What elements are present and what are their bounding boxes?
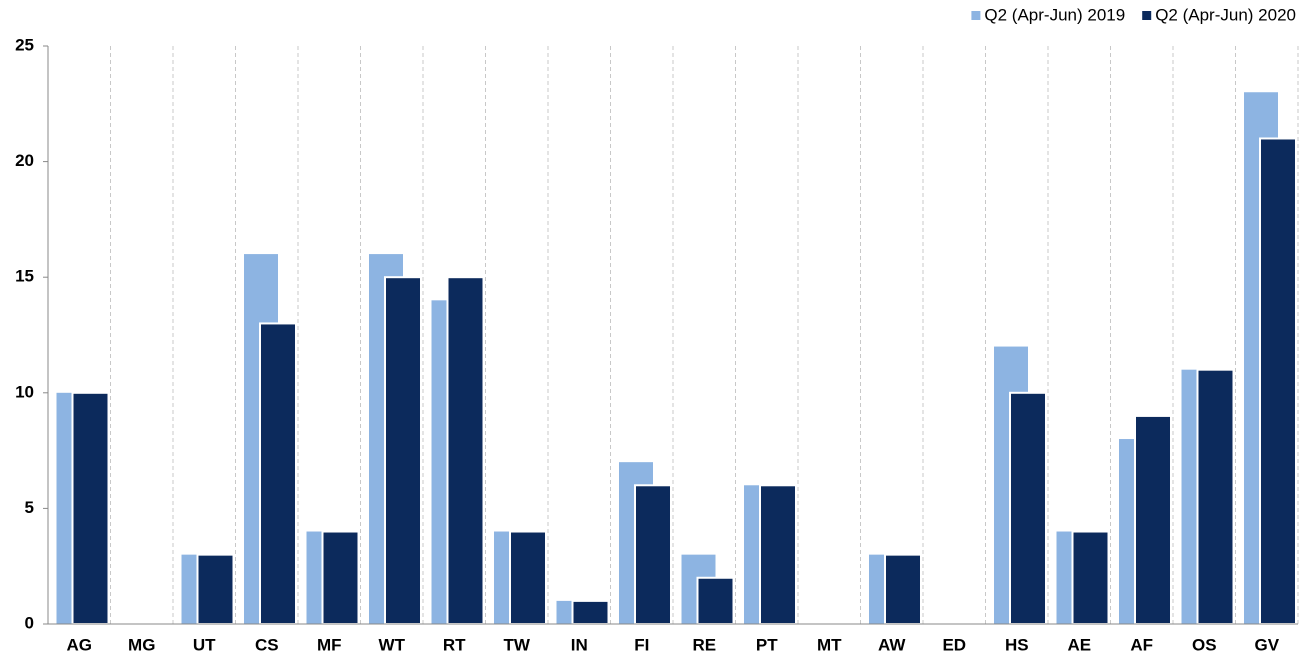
x-tick-label: CS: [255, 635, 279, 654]
y-tick-label: 0: [25, 613, 34, 632]
x-tick-label: PT: [756, 635, 778, 654]
x-tick-label: FI: [634, 635, 649, 654]
y-tick-label: 5: [25, 498, 34, 517]
x-tick-label: AE: [1067, 635, 1091, 654]
x-tick-label: WT: [379, 635, 406, 654]
bar: [1071, 530, 1110, 626]
x-tick-label: MT: [817, 635, 842, 654]
bar: [696, 576, 735, 626]
x-tick-label: MG: [128, 635, 155, 654]
bar: [1196, 368, 1235, 625]
y-tick-label: 10: [15, 382, 34, 401]
x-tick-label: HS: [1005, 635, 1029, 654]
x-tick-label: TW: [504, 635, 531, 654]
bar: [321, 530, 360, 626]
x-tick-label: RT: [443, 635, 466, 654]
x-tick-label: AF: [1130, 635, 1153, 654]
bar: [71, 391, 110, 625]
bar: [1134, 414, 1172, 626]
bar: [571, 599, 610, 626]
x-tick-label: OS: [1192, 635, 1217, 654]
y-tick-label: 20: [15, 151, 34, 170]
x-tick-label: MF: [317, 635, 342, 654]
y-tick-label: 25: [15, 35, 34, 54]
x-tick-label: GV: [1254, 635, 1279, 654]
bar: [384, 276, 422, 625]
legend-swatch: [971, 11, 981, 20]
bar: [1009, 391, 1047, 625]
bar: [259, 322, 297, 625]
x-tick-label: RE: [692, 635, 716, 654]
x-tick-label: AG: [67, 635, 93, 654]
x-tick-label: AW: [878, 635, 906, 654]
bar: [1259, 137, 1297, 625]
x-tick-label: IN: [571, 635, 588, 654]
bar: [634, 484, 672, 625]
bar: [884, 553, 922, 626]
bar: [759, 484, 797, 625]
bar: [196, 553, 235, 626]
legend-swatch: [1142, 11, 1152, 20]
y-tick-label: 15: [15, 267, 34, 286]
bar: [509, 530, 547, 626]
bar: [446, 276, 485, 625]
x-tick-label: UT: [193, 635, 216, 654]
x-tick-label: ED: [942, 635, 966, 654]
legend-label: Q2 (Apr-Jun) 2020: [1155, 5, 1296, 24]
legend-label: Q2 (Apr-Jun) 2019: [984, 5, 1125, 24]
